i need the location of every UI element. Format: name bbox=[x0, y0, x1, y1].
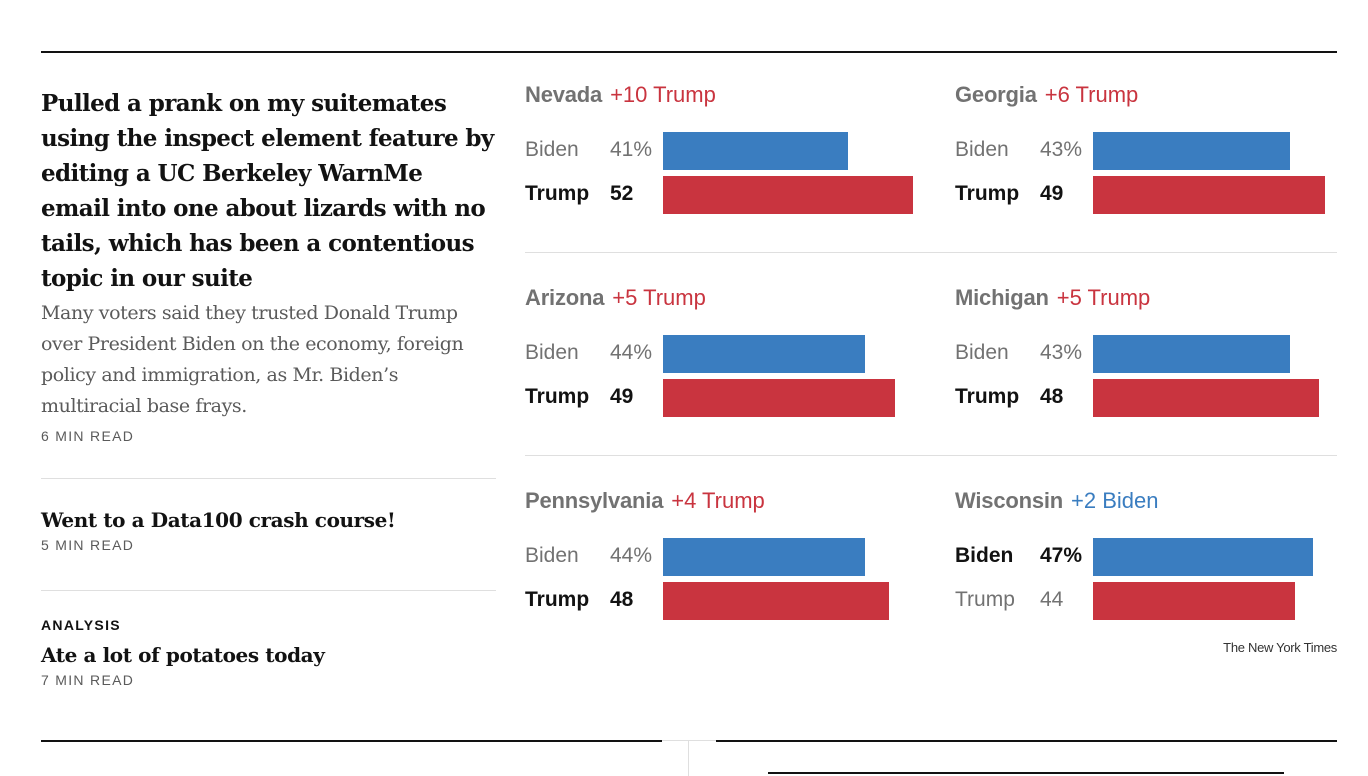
state-name: Pennsylvania bbox=[525, 488, 664, 513]
second-story-headline[interactable]: Went to a Data100 crash course! bbox=[41, 508, 396, 532]
row-divider bbox=[525, 252, 1337, 253]
candidate-value-biden: 44% bbox=[610, 544, 653, 567]
candidate-value-biden: 43% bbox=[1040, 341, 1083, 364]
second-story-read-time: 5 MIN READ bbox=[41, 537, 135, 553]
row-divider bbox=[525, 455, 1337, 456]
bar-trump bbox=[1093, 379, 1319, 417]
state-margin: +5 Trump bbox=[1056, 285, 1151, 310]
candidate-label-biden: Biden bbox=[955, 341, 1009, 364]
candidate-label-trump: Trump bbox=[955, 588, 1015, 611]
candidate-label-trump: Trump bbox=[955, 385, 1020, 408]
state-poll-chart: Nevada +10 Trump Biden 41% Trump 52 Georgia +6 … bbox=[525, 76, 1337, 666]
state-title: Michigan +5 Trump bbox=[955, 285, 1150, 311]
lead-story[interactable]: Pulled a prank on my suitemates using th… bbox=[41, 86, 496, 444]
third-story[interactable]: ANALYSIS Ate a lot of potatoes today 7 M… bbox=[41, 617, 496, 688]
bar-trump bbox=[1093, 582, 1295, 620]
chart-credit: The New York Times bbox=[1223, 640, 1337, 655]
candidate-value-biden: 44% bbox=[610, 341, 653, 364]
bar-trump bbox=[663, 379, 895, 417]
lead-story-headline[interactable]: Pulled a prank on my suitemates using th… bbox=[41, 90, 494, 292]
bottom-rule-left bbox=[41, 740, 662, 742]
candidate-label-biden: Biden bbox=[955, 138, 1009, 161]
state-panel-pennsylvania: Pennsylvania +4 Trump Biden 44% Trump 48 bbox=[525, 482, 925, 642]
bottom-rule-right bbox=[716, 740, 1337, 742]
candidate-label-biden: Biden bbox=[955, 544, 1014, 567]
bar-trump bbox=[663, 176, 913, 214]
state-panel-arizona: Arizona +5 Trump Biden 44% Trump 49 bbox=[525, 279, 925, 439]
candidate-value-trump: 49 bbox=[610, 385, 634, 408]
candidate-value-trump: 49 bbox=[1040, 182, 1064, 205]
state-name: Michigan bbox=[955, 285, 1049, 310]
bar-biden bbox=[663, 538, 865, 576]
candidate-value-trump: 48 bbox=[1040, 385, 1064, 408]
third-story-read-time: 7 MIN READ bbox=[41, 672, 135, 688]
state-name: Wisconsin bbox=[955, 488, 1064, 513]
candidate-label-biden: Biden bbox=[525, 138, 579, 161]
state-margin: +5 Trump bbox=[612, 285, 706, 310]
state-margin: +6 Trump bbox=[1044, 82, 1139, 107]
bar-trump bbox=[663, 582, 889, 620]
candidate-label-trump: Trump bbox=[525, 385, 590, 408]
top-rule bbox=[41, 51, 1337, 53]
candidate-value-trump: 52 bbox=[610, 182, 634, 205]
candidate-value-trump: 44 bbox=[1040, 588, 1064, 611]
bar-biden bbox=[663, 335, 865, 373]
next-section-rule bbox=[768, 772, 1284, 774]
candidate-value-biden: 43% bbox=[1040, 138, 1083, 161]
bar-biden bbox=[1093, 538, 1313, 576]
candidate-value-trump: 48 bbox=[610, 588, 634, 611]
candidate-label-trump: Trump bbox=[525, 182, 590, 205]
state-margin: +4 Trump bbox=[671, 488, 765, 513]
candidate-value-biden: 47% bbox=[1040, 544, 1083, 567]
bar-biden bbox=[1093, 132, 1290, 170]
state-title: Nevada +10 Trump bbox=[525, 82, 716, 108]
third-story-headline[interactable]: Ate a lot of potatoes today bbox=[41, 643, 325, 667]
state-panel-wisconsin: Wisconsin +2 Biden Biden 47% Trump 44 bbox=[955, 482, 1355, 642]
column-gap-rule bbox=[662, 740, 716, 741]
lead-story-read-time: 6 MIN READ bbox=[41, 428, 135, 444]
state-margin: +10 Trump bbox=[610, 82, 716, 107]
candidate-label-biden: Biden bbox=[525, 544, 579, 567]
state-title: Georgia +6 Trump bbox=[955, 82, 1138, 108]
state-panel-michigan: Michigan +5 Trump Biden 43% Trump 48 bbox=[955, 279, 1355, 439]
state-title: Wisconsin +2 Biden bbox=[955, 488, 1159, 514]
bar-biden bbox=[663, 132, 848, 170]
bar-biden bbox=[1093, 335, 1290, 373]
state-panel-nevada: Nevada +10 Trump Biden 41% Trump 52 bbox=[525, 76, 925, 236]
candidate-value-biden: 41% bbox=[610, 138, 653, 161]
candidate-label-trump: Trump bbox=[525, 588, 590, 611]
candidate-label-trump: Trump bbox=[955, 182, 1020, 205]
state-margin: +2 Biden bbox=[1071, 488, 1159, 513]
state-name: Georgia bbox=[955, 82, 1037, 107]
column-divider bbox=[688, 740, 689, 776]
story-divider bbox=[41, 478, 496, 479]
story-divider bbox=[41, 590, 496, 591]
state-title: Arizona +5 Trump bbox=[525, 285, 706, 311]
state-panel-georgia: Georgia +6 Trump Biden 43% Trump 49 bbox=[955, 76, 1355, 236]
state-name: Nevada bbox=[525, 82, 603, 107]
state-title: Pennsylvania +4 Trump bbox=[525, 488, 765, 514]
second-story[interactable]: Went to a Data100 crash course! 5 MIN RE… bbox=[41, 506, 496, 553]
state-name: Arizona bbox=[525, 285, 605, 310]
candidate-label-biden: Biden bbox=[525, 341, 579, 364]
lead-story-summary: Many voters said they trusted Donald Tru… bbox=[41, 302, 464, 417]
third-story-kicker: ANALYSIS bbox=[41, 617, 121, 633]
bar-trump bbox=[1093, 176, 1325, 214]
